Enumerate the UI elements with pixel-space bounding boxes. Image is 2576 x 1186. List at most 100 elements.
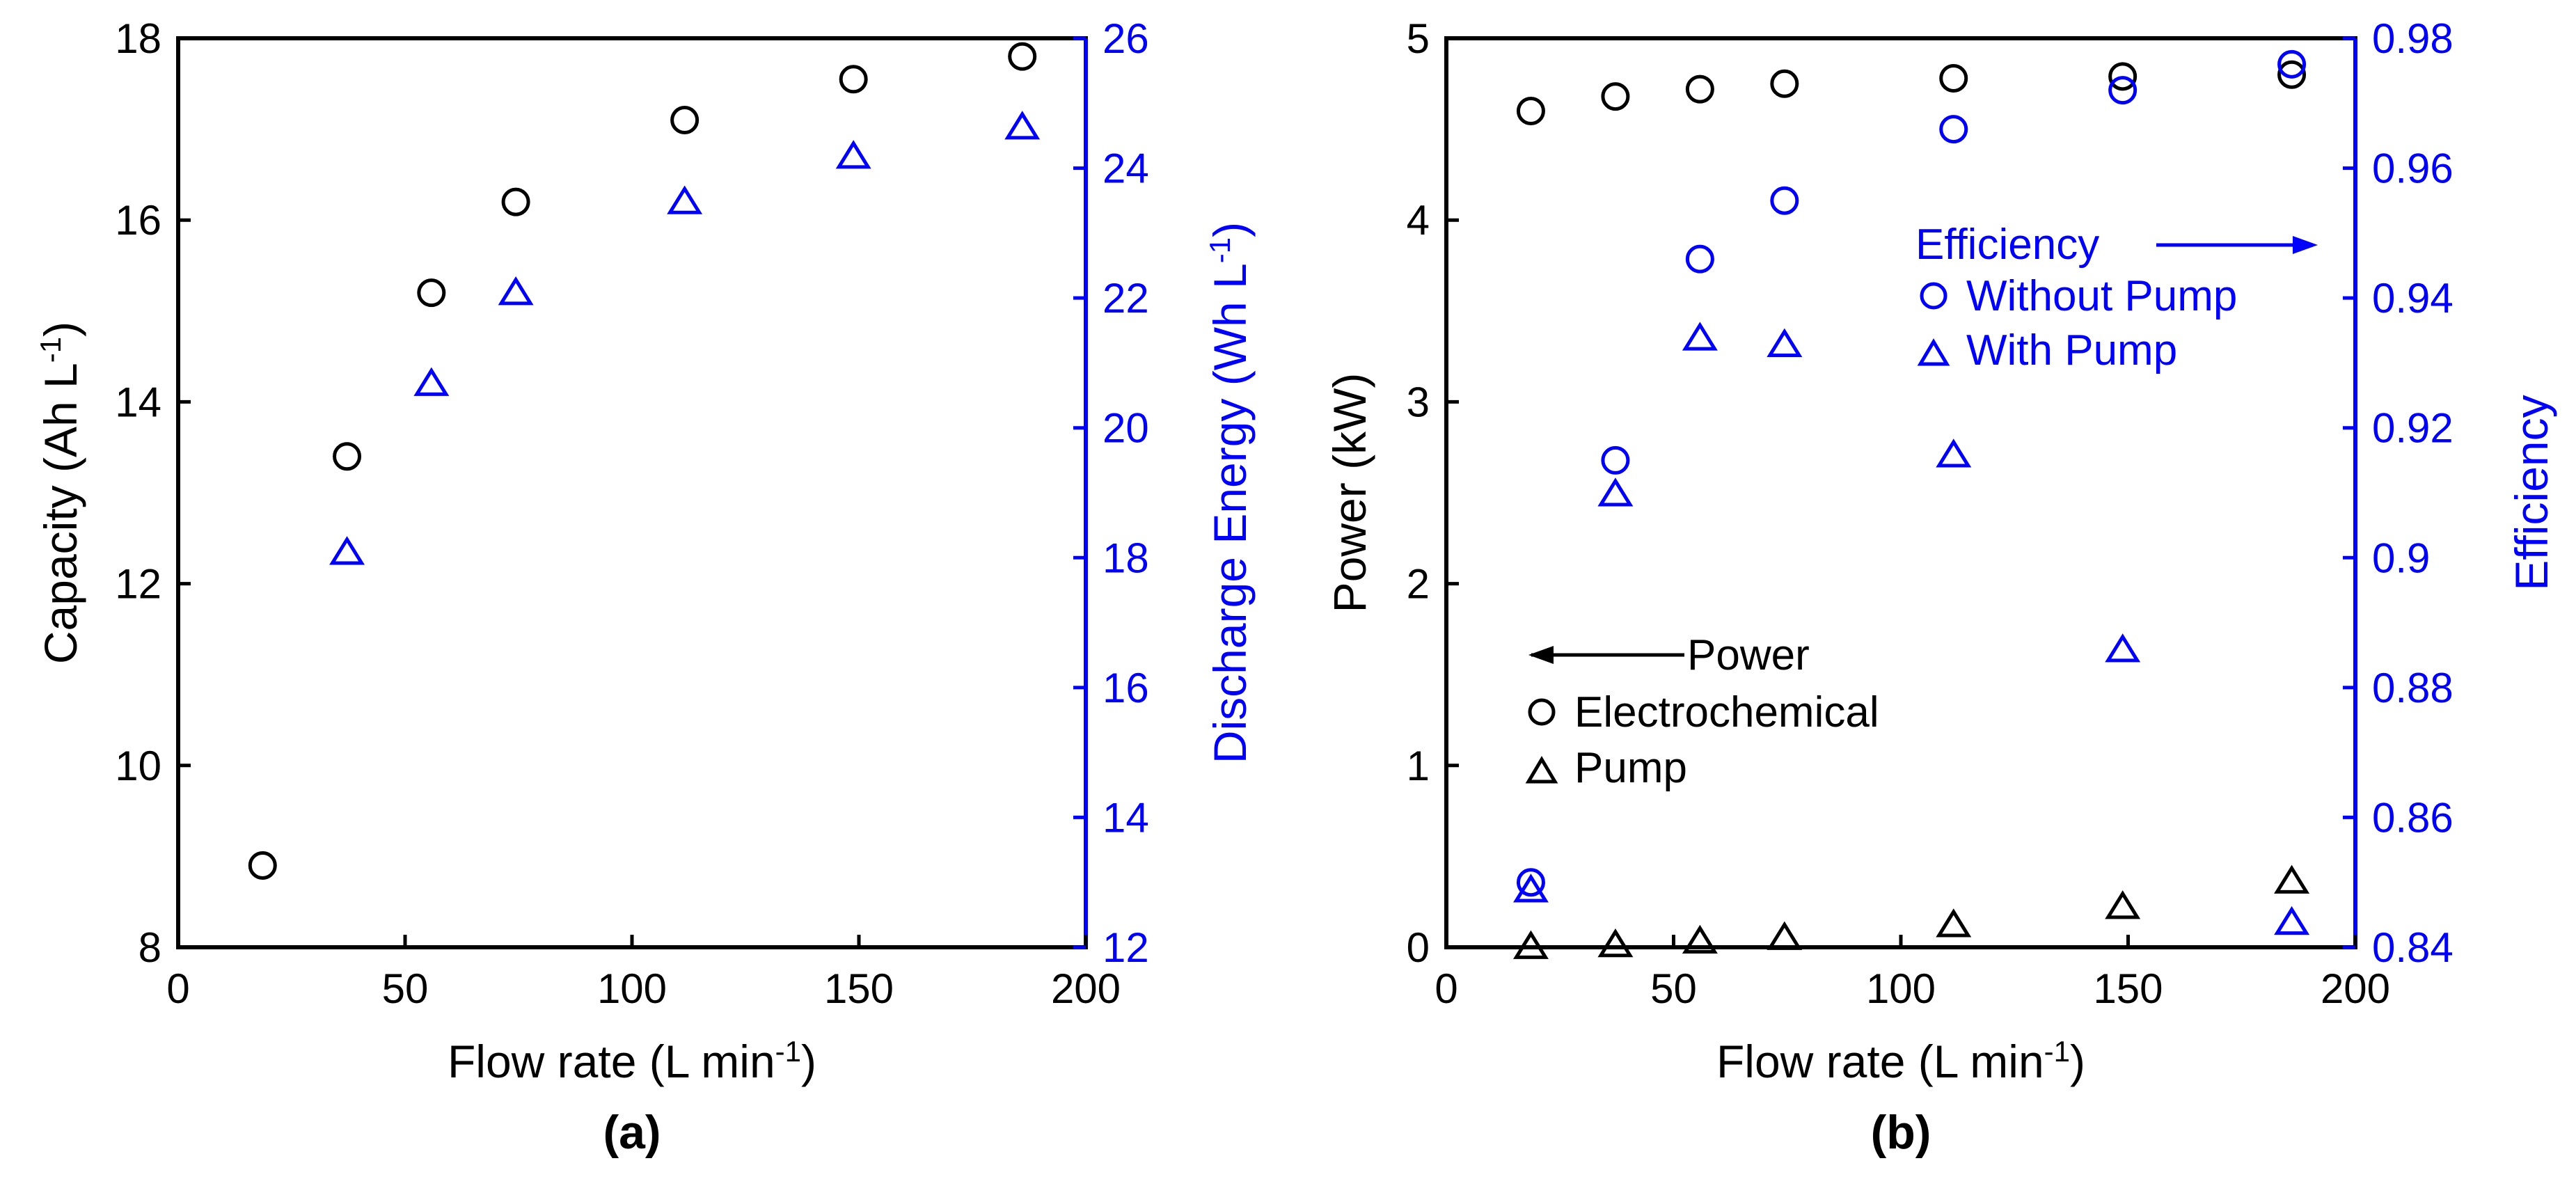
with-pump-point: [1597, 477, 1634, 507]
y2-tick-label: 26: [1103, 15, 1149, 62]
without-pump-point: [2108, 76, 2138, 105]
pump-point: [1597, 928, 1634, 958]
y-tick-label: 2: [1407, 561, 1430, 608]
panel-a-y2-ticks: 12 14 16 18 20 22 24 26: [1073, 15, 1149, 971]
y2-tick-label: 18: [1103, 535, 1149, 581]
without-pump-point: [1770, 186, 1799, 215]
panel-b-y-axis-title: Power (kW): [1324, 373, 1375, 613]
y-tick-label: 0: [1407, 924, 1430, 971]
panel-b-y2-axis-title: Efficiency: [2506, 395, 2557, 590]
panel-a-x-axis-title: Flow rate (L min-1): [448, 1035, 816, 1088]
panel-a-y-axis-title: Capacity (Ah L-1): [34, 322, 87, 664]
y2-tick-label: 0.86: [2372, 794, 2453, 841]
x-tick-label: 150: [824, 965, 894, 1012]
panel-b-plot-frame: [1444, 36, 2357, 949]
legend-efficiency: Efficiency Without Pump With Pump: [1915, 221, 2318, 374]
pump-point: [2274, 864, 2310, 894]
legend-power-title: Power: [1687, 631, 1810, 679]
electrochemical-point: [1770, 69, 1799, 98]
legend-electrochemical-label: Electrochemical: [1574, 688, 1879, 736]
panel-a-x-ticks: 0 50 100 150 200: [166, 935, 1121, 1012]
x-tick-label: 150: [2093, 965, 2163, 1012]
panel-b-label: (b): [1871, 1106, 1931, 1159]
capacity-point: [501, 187, 530, 216]
electrochemical-point: [1516, 96, 1545, 125]
with-pump-point: [1512, 873, 1549, 903]
x-tick-label: 50: [382, 965, 429, 1012]
legend-with-pump-marker: [1917, 338, 1950, 366]
panel-b-x-axis-title: Flow rate (L min-1): [1716, 1035, 2085, 1088]
panel-b-points: [1512, 49, 2310, 959]
without-pump-point: [2277, 49, 2307, 79]
panel-a-label: (a): [603, 1106, 661, 1159]
x-tick-label: 0: [166, 965, 189, 1012]
discharge-energy-point: [835, 140, 871, 169]
x-tick-label: 0: [1435, 965, 1457, 1012]
with-pump-point: [1936, 438, 1972, 468]
legend-efficiency-arrow-head: [2293, 236, 2318, 254]
with-pump-point: [1767, 328, 1803, 357]
y-tick-label: 10: [115, 743, 161, 789]
y-tick-label: 5: [1407, 15, 1430, 62]
y2-tick-label: 0.88: [2372, 665, 2453, 711]
pump-point: [1936, 908, 1972, 938]
y-tick-label: 14: [115, 379, 161, 425]
legend-power-arrow-head: [1528, 646, 1554, 664]
y2-tick-label: 0.96: [2372, 145, 2453, 192]
panel-a: 0 50 100 150 200 8 10 12 14 16 18 12 14 16 18 20 22 24 2…: [34, 15, 1256, 1159]
legend-pump-label: Pump: [1574, 744, 1687, 792]
x-tick-label: 100: [1866, 965, 1936, 1012]
x-tick-label: 50: [1650, 965, 1697, 1012]
with-pump-point: [2274, 906, 2310, 935]
y-tick-label: 18: [115, 15, 161, 62]
y2-tick-label: 0.9: [2372, 535, 2430, 581]
y2-tick-label: 0.98: [2372, 15, 2453, 62]
panel-b-y-ticks: 0 1 2 3 4 5: [1407, 15, 1459, 971]
x-tick-label: 100: [597, 965, 667, 1012]
capacity-point: [417, 278, 446, 308]
legend-without-pump-marker: [1920, 282, 1947, 310]
discharge-energy-point: [1004, 111, 1041, 140]
capacity-point: [670, 106, 700, 135]
electrochemical-point: [1939, 63, 1968, 93]
capacity-point: [248, 851, 277, 880]
pump-point: [1767, 921, 1803, 950]
discharge-energy-point: [498, 276, 534, 306]
y-tick-label: 1: [1407, 743, 1430, 789]
y2-tick-label: 0.84: [2372, 924, 2453, 971]
y-tick-label: 16: [115, 197, 161, 244]
legend-with-pump-label: With Pump: [1966, 326, 2177, 374]
electrochemical-point: [2277, 60, 2307, 89]
without-pump-point: [1516, 868, 1545, 897]
electrochemical-point: [1601, 82, 1630, 111]
x-tick-label: 200: [1051, 965, 1121, 1012]
panel-b-y2-ticks: 0.84 0.86 0.88 0.9 0.92 0.94 0.96 0.98: [2343, 15, 2453, 971]
pump-point: [2105, 890, 2141, 919]
panel-b-x-ticks: 0 50 100 150 200: [1435, 935, 2390, 1012]
y2-tick-label: 0.94: [2372, 275, 2453, 322]
electrochemical-point: [2108, 62, 2138, 91]
y-tick-label: 3: [1407, 379, 1430, 425]
y-tick-label: 4: [1407, 197, 1430, 244]
legend-pump-marker: [1525, 756, 1558, 784]
y2-tick-label: 14: [1103, 794, 1149, 841]
y2-tick-label: 24: [1103, 145, 1149, 192]
y-tick-label: 8: [139, 924, 161, 971]
y-tick-label: 12: [115, 561, 161, 608]
without-pump-point: [1939, 115, 1968, 144]
legend-without-pump-label: Without Pump: [1966, 272, 2237, 320]
with-pump-point: [2105, 633, 2141, 663]
pump-point: [1512, 930, 1549, 959]
panel-a-y2-axis-title: Discharge Energy (Wh L-1): [1203, 222, 1256, 764]
capacity-point: [1008, 42, 1037, 71]
with-pump-point: [1682, 322, 1718, 351]
y2-tick-label: 0.92: [2372, 405, 2453, 452]
discharge-energy-point: [667, 185, 703, 214]
y2-tick-label: 20: [1103, 405, 1149, 452]
discharge-energy-point: [329, 536, 365, 565]
legend-efficiency-title: Efficiency: [1915, 221, 2099, 269]
capacity-point: [333, 442, 362, 471]
pump-point: [1682, 924, 1718, 954]
